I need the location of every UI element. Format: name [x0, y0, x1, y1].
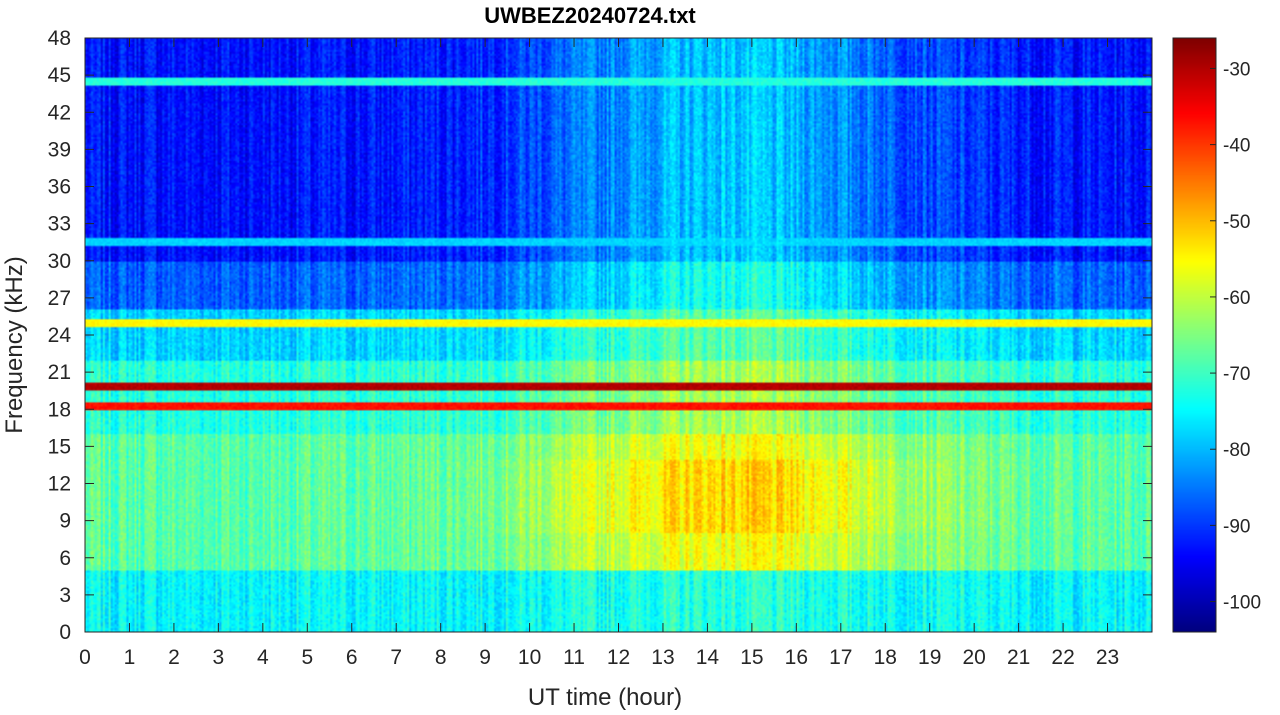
colorbar-tick-label: -40	[1223, 136, 1250, 157]
y-tick-label: 39	[48, 138, 71, 161]
y-tick-label: 24	[48, 324, 72, 347]
colorbar-tick-label: -90	[1223, 516, 1250, 537]
x-tick-label: 2	[168, 646, 180, 669]
x-tick-label: 20	[962, 646, 985, 669]
x-tick-label: 1	[124, 646, 136, 669]
y-tick-label: 42	[48, 101, 71, 124]
x-tick-label: 14	[696, 646, 720, 669]
y-tick-label: 48	[48, 27, 71, 50]
chart-title: UWBEZ20240724.txt	[484, 3, 696, 28]
colorbar-tick-label: -100	[1223, 593, 1261, 614]
colorbar: -30 -40 -50 -60 -70 -80 -90 -100	[1172, 37, 1261, 633]
x-tick-label: 19	[918, 646, 941, 669]
spectrogram-plot-area	[84, 37, 1153, 633]
x-tick-label: 10	[518, 646, 541, 669]
colorbar-ticks: -30 -40 -50 -60 -70 -80 -90 -100	[1210, 59, 1261, 614]
x-tick-label: 18	[874, 646, 897, 669]
y-tick-label: 45	[48, 64, 71, 87]
colorbar-tick-label: -60	[1223, 288, 1250, 309]
y-tick-label: 3	[59, 584, 71, 607]
colorbar-tick-label: -30	[1223, 59, 1250, 80]
y-tick-label: 36	[48, 176, 71, 199]
x-tick-label: 16	[785, 646, 808, 669]
y-tick-label: 0	[59, 621, 71, 644]
x-tick-label: 11	[563, 646, 585, 669]
x-axis-label: UT time (hour)	[528, 684, 682, 711]
y-axis-label: Frequency (kHz)	[1, 256, 28, 433]
y-tick-label: 27	[48, 287, 71, 310]
x-tick-label: 9	[479, 646, 491, 669]
x-tick-label: 15	[740, 646, 763, 669]
x-tick-label: 12	[607, 646, 630, 669]
x-tick-label: 5	[301, 646, 313, 669]
y-tick-label: 12	[48, 473, 71, 496]
y-tick-label: 6	[59, 547, 71, 570]
x-tick-label: 3	[213, 646, 225, 669]
x-tick-label: 22	[1051, 646, 1074, 669]
x-tick-label: 17	[829, 646, 852, 669]
x-tick-label: 8	[435, 646, 447, 669]
colorbar-gradient	[1173, 38, 1216, 632]
colorbar-frame	[1172, 37, 1217, 633]
y-tick-label: 15	[48, 435, 71, 458]
colorbar-tick-label: -70	[1223, 364, 1250, 385]
y-tick-label: 21	[48, 361, 71, 384]
x-tick-label: 0	[79, 646, 91, 669]
x-axis: 0 1 2 3 4 5 6 7 8 9 10 11 12 13 14 15 16 17 18 19 20 21 22 23	[79, 38, 1119, 669]
x-tick-label: 4	[257, 646, 269, 669]
x-tick-label: 7	[390, 646, 402, 669]
spectrogram-image	[85, 38, 1152, 632]
y-tick-label: 30	[48, 250, 71, 273]
x-tick-label: 21	[1007, 646, 1030, 669]
y-tick-label: 18	[48, 398, 71, 421]
x-tick-label: 23	[1096, 646, 1119, 669]
x-tick-label: 13	[651, 646, 674, 669]
y-tick-label: 33	[48, 213, 71, 236]
colorbar-tick-label: -50	[1223, 212, 1250, 233]
y-tick-label: 9	[59, 510, 71, 533]
colorbar-tick-label: -80	[1223, 440, 1250, 461]
x-tick-label: 6	[346, 646, 358, 669]
